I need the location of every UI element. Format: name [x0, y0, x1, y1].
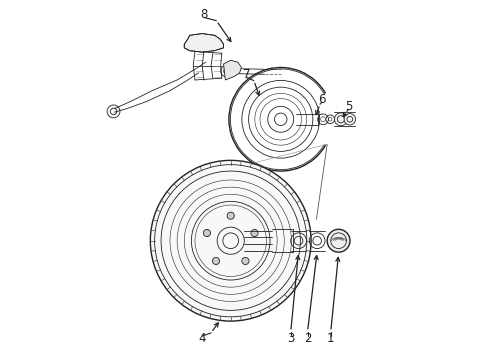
- Circle shape: [242, 257, 249, 265]
- Circle shape: [327, 229, 350, 252]
- Text: 2: 2: [304, 333, 311, 346]
- Circle shape: [220, 65, 232, 77]
- Circle shape: [251, 229, 258, 237]
- Circle shape: [227, 212, 234, 219]
- Circle shape: [107, 105, 120, 118]
- Polygon shape: [223, 60, 242, 80]
- Circle shape: [213, 257, 220, 265]
- Text: 7: 7: [243, 68, 250, 81]
- Circle shape: [344, 113, 356, 125]
- Circle shape: [203, 229, 211, 237]
- Polygon shape: [184, 33, 223, 52]
- Text: 1: 1: [327, 333, 335, 346]
- Text: 4: 4: [198, 333, 206, 346]
- Circle shape: [335, 113, 347, 126]
- Text: 6: 6: [318, 93, 325, 106]
- Text: 3: 3: [287, 333, 294, 346]
- Text: 8: 8: [200, 8, 208, 21]
- Circle shape: [150, 160, 311, 321]
- Text: 5: 5: [345, 100, 352, 113]
